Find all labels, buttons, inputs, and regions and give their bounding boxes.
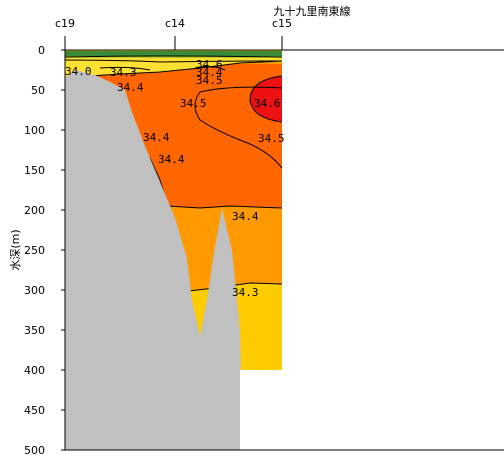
chart-title: 九十九里南東線 (274, 4, 351, 18)
contour-line (99, 66, 151, 71)
band-surface-strip (65, 56, 282, 58)
y-tick-label: 0 (38, 44, 45, 57)
station-label: c15 (272, 17, 292, 30)
y-axis-label: 水深(m) (9, 229, 22, 270)
y-tick-label: 100 (24, 124, 45, 137)
seabed (65, 70, 243, 450)
contour-label: 34.6 (196, 58, 223, 71)
no-data-mask (240, 370, 282, 450)
contour-label: 34.6 (254, 97, 281, 110)
contour-label: 34.5 (180, 97, 207, 110)
contour-label: 34.0 (65, 65, 92, 78)
contour-label: 34.4 (143, 131, 170, 144)
contour-line (194, 86, 283, 169)
station-label: c19 (55, 17, 75, 30)
y-tick-label: 250 (24, 244, 45, 257)
contour-label: 34.3 (110, 66, 137, 79)
contour-label: 34.4 (196, 66, 223, 79)
y-tick-label: 350 (24, 324, 45, 337)
contour-label: 34.5 (196, 74, 223, 87)
y-tick-label: 50 (31, 84, 45, 97)
contour-labels: 34.0 34.3 34.4 34.6 34.4 34.5 34.5 34.6 … (65, 58, 285, 299)
contour-label: 34.4 (117, 81, 144, 94)
y-tick-label: 150 (24, 164, 45, 177)
contour-label: 34.3 (232, 286, 259, 299)
contour-label: 34.4 (158, 153, 185, 166)
y-tick-label: 400 (24, 364, 45, 377)
y-tick-label: 200 (24, 204, 45, 217)
contour-label: 34.4 (232, 210, 259, 223)
y-ticks: 0 50 100 150 200 250 300 350 400 450 500 (24, 44, 65, 457)
station-label: c14 (165, 17, 185, 30)
contour-line (194, 65, 226, 71)
contour-label: 34.5 (258, 132, 285, 145)
contour-line (64, 55, 283, 58)
contour-line (64, 59, 283, 63)
y-tick-label: 450 (24, 404, 45, 417)
band-below-34.0 (65, 51, 282, 56)
contour-line (249, 75, 283, 123)
y-tick-label: 300 (24, 284, 45, 297)
band-34.0-34.3 (65, 57, 282, 78)
y-tick-label: 500 (24, 444, 45, 457)
